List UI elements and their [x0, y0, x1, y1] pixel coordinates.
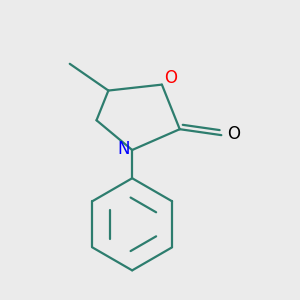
Text: O: O	[227, 125, 240, 143]
Text: N: N	[118, 140, 130, 158]
Text: O: O	[164, 69, 177, 87]
